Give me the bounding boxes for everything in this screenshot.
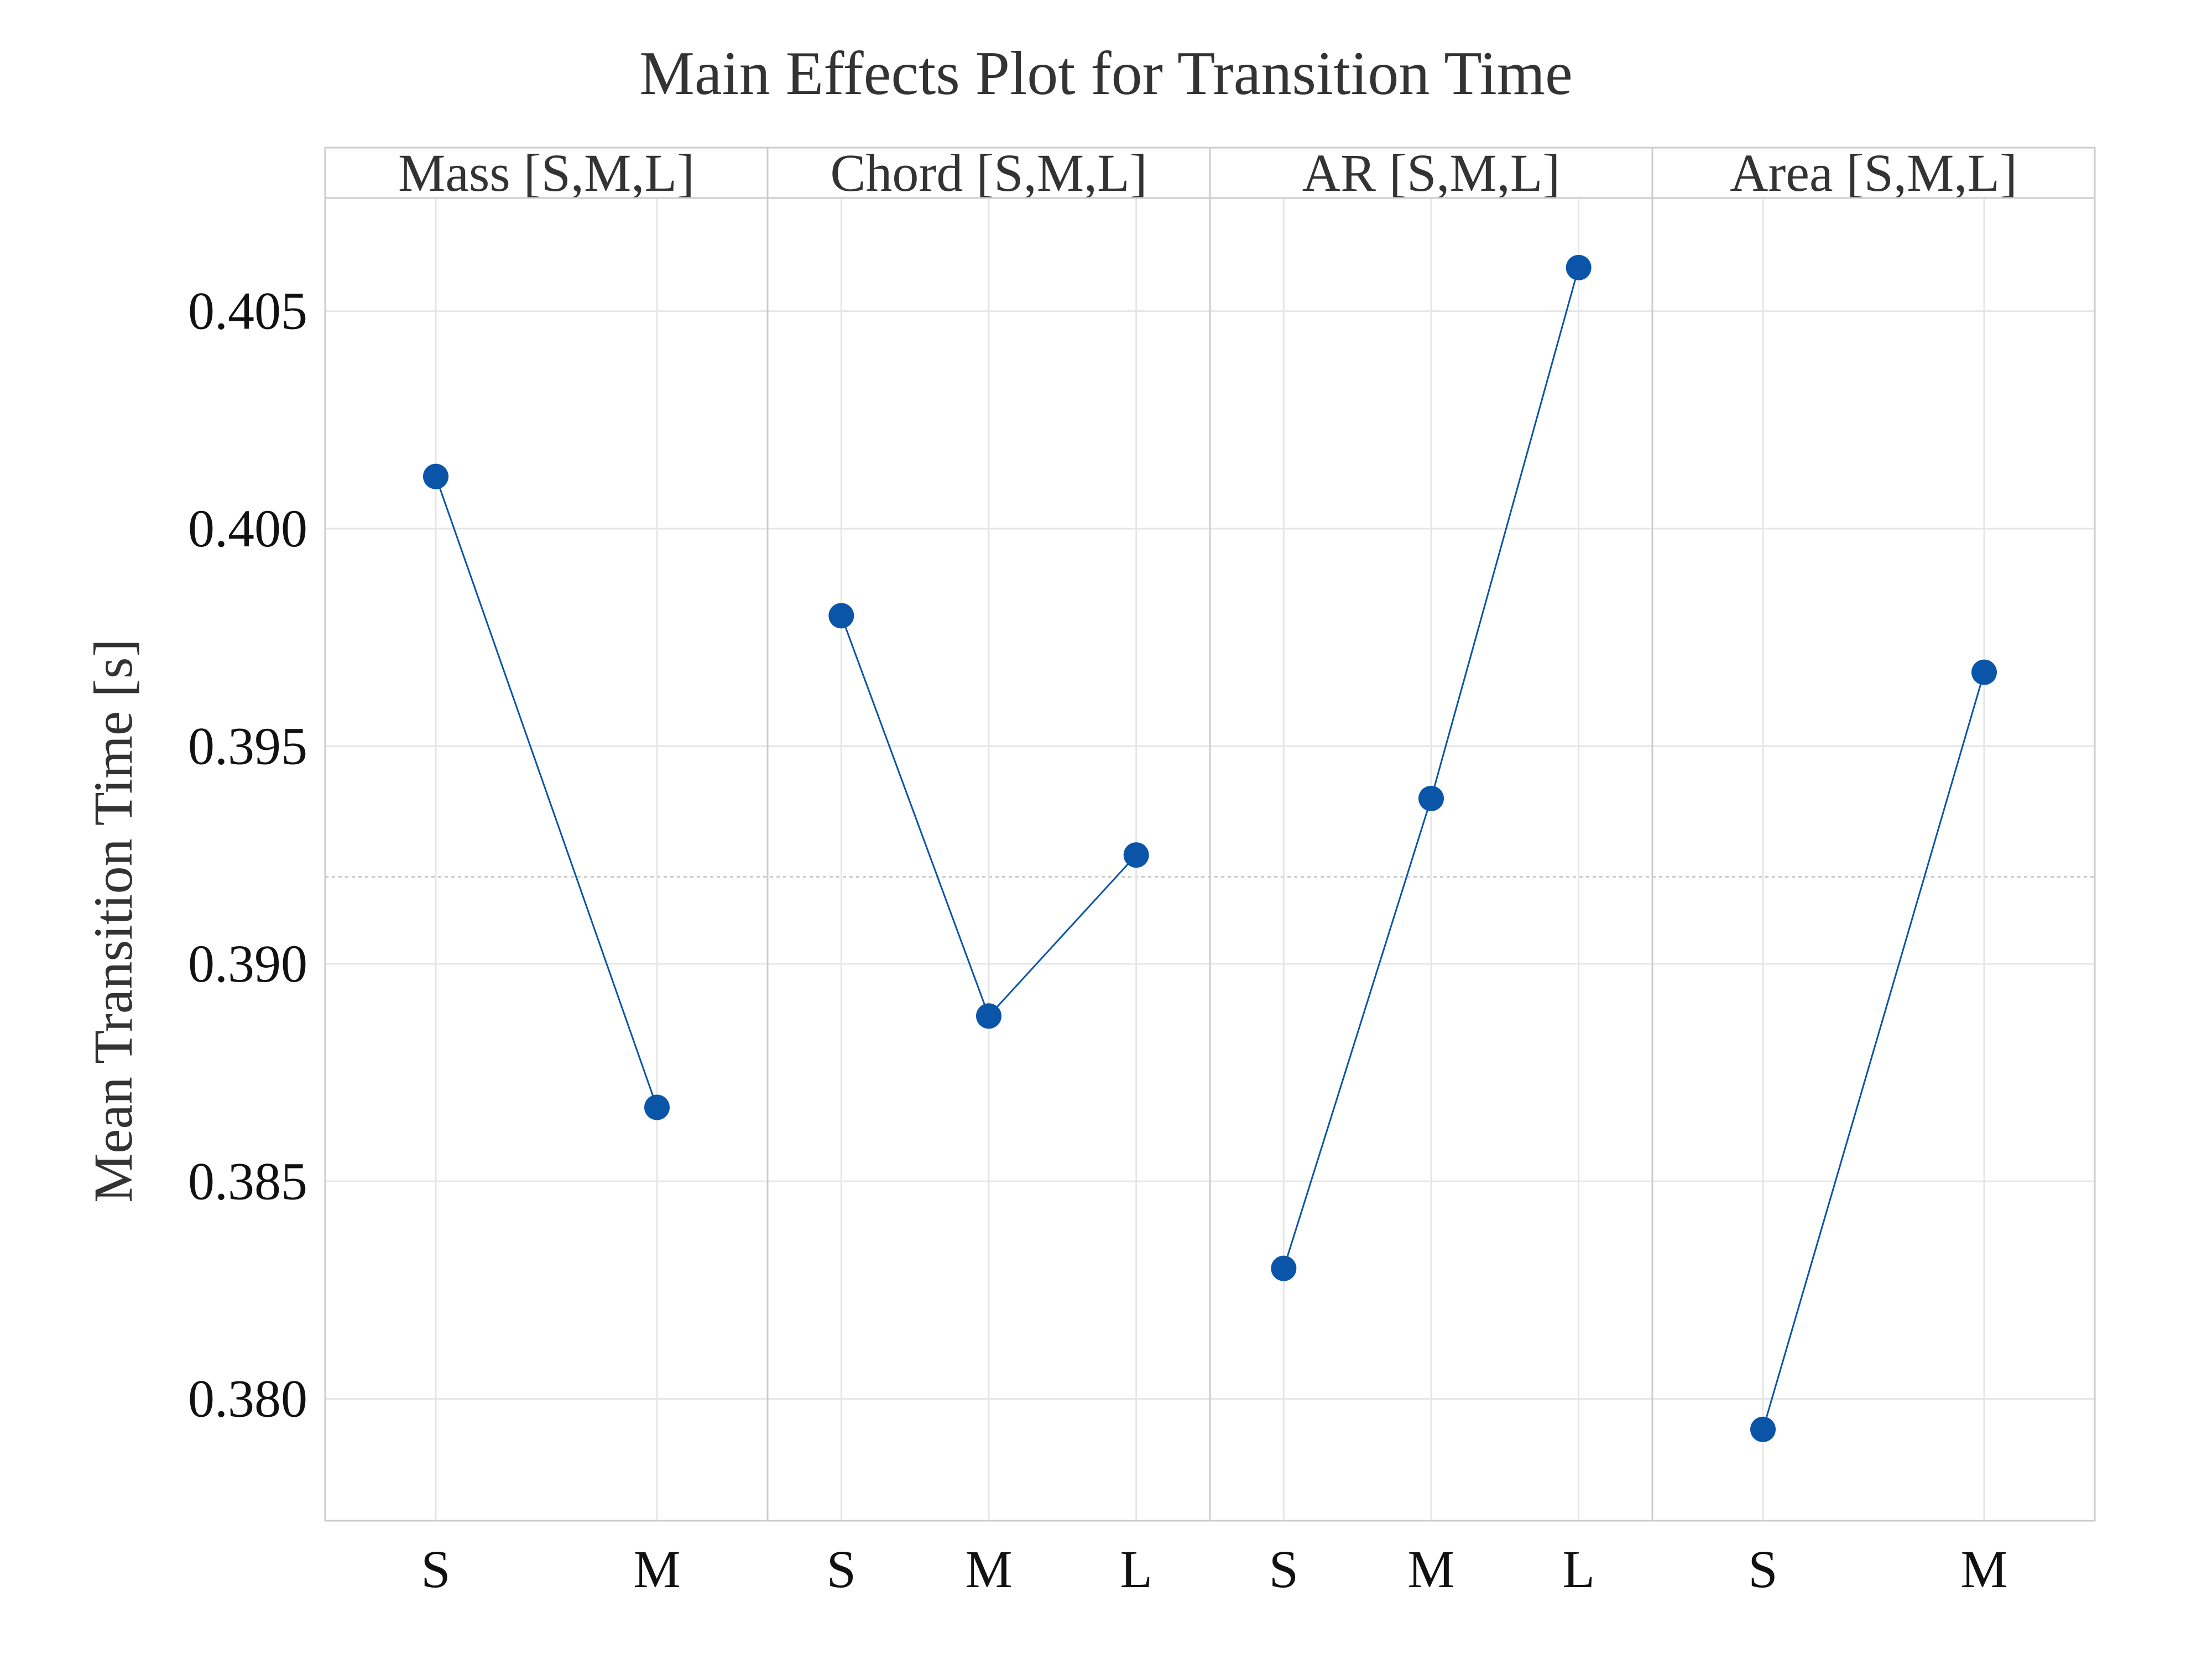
x-tick-label: M: [965, 1540, 1012, 1599]
data-point: [1566, 254, 1592, 280]
chart-title: Main Effects Plot for Transition Time: [639, 39, 1572, 108]
data-point: [1123, 842, 1149, 868]
data-point: [828, 603, 854, 629]
y-tick-label: 0.405: [188, 281, 307, 341]
y-tick-label: 0.380: [188, 1369, 307, 1428]
x-tick-label: S: [1748, 1540, 1777, 1599]
y-tick-label: 0.395: [188, 716, 307, 775]
panel-label: AR [S,M,L]: [1302, 143, 1561, 202]
data-point: [1971, 659, 1997, 685]
data-point: [644, 1094, 670, 1120]
x-tick-label: M: [633, 1540, 680, 1599]
data-point: [976, 1003, 1001, 1029]
series-line: [435, 476, 658, 1108]
panel-label: Mass [S,M,L]: [398, 143, 695, 202]
plot-frame: [324, 147, 2096, 1522]
panel-label: Chord [S,M,L]: [830, 143, 1147, 202]
x-tick-label: M: [1407, 1540, 1454, 1599]
series-line: [1762, 672, 1985, 1430]
data-point: [1750, 1416, 1776, 1442]
data-point: [1418, 785, 1444, 811]
y-tick-label: 0.400: [188, 499, 307, 558]
x-tick-label: L: [1120, 1540, 1152, 1599]
y-tick-label: 0.390: [188, 934, 307, 993]
panel-label: Area [S,M,L]: [1730, 143, 2017, 202]
x-tick-label: S: [1269, 1540, 1298, 1599]
data-point: [1271, 1255, 1297, 1281]
x-tick-label: L: [1562, 1540, 1595, 1599]
x-tick-label: M: [1960, 1540, 2007, 1599]
y-axis-label: Mean Transition Time [s]: [82, 639, 144, 1203]
data-point: [423, 463, 448, 489]
plot-area: 0.380 0.385 0.390 0.395 0.400 0.405 Mass [S,M,…: [188, 143, 2096, 1599]
y-tick-label: 0.385: [188, 1151, 307, 1211]
x-tick-label: S: [827, 1540, 856, 1599]
x-tick-label: S: [421, 1540, 450, 1599]
